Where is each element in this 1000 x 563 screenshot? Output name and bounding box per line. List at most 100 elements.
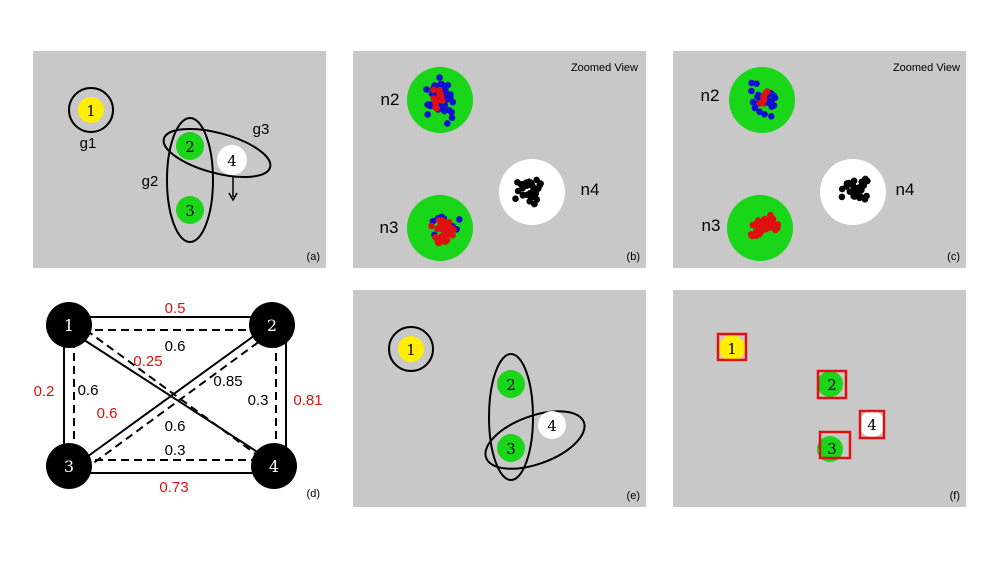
panel-c-label: (c) — [947, 251, 960, 263]
node-1-bounding-box — [716, 332, 748, 362]
weight-1-4-red: 0.25 — [133, 353, 162, 370]
blue-point — [424, 111, 432, 118]
group-g2-label: g2 — [142, 173, 159, 190]
red-point — [747, 231, 755, 238]
panel-e-background — [353, 290, 646, 507]
group-g3-ellipse — [162, 128, 272, 178]
node-4-label: 4 — [547, 417, 557, 435]
weight-1-2-black: 0.6 — [165, 338, 186, 355]
blue-point — [444, 120, 451, 127]
weight-3-4-black: 0.3 — [165, 442, 186, 459]
red-point — [759, 227, 766, 234]
panel-c-background — [673, 51, 966, 268]
node-4 — [859, 411, 885, 437]
red-point — [760, 92, 768, 100]
node-2 — [497, 370, 525, 398]
node-4-bounding-box — [858, 409, 886, 440]
panel-c-title: Zoomed View — [893, 62, 960, 74]
node-2 — [249, 302, 295, 348]
black-point — [514, 179, 521, 186]
node-2-bounding-box — [816, 369, 848, 400]
blue-point — [749, 99, 757, 106]
cluster-n2-label: n2 — [701, 86, 720, 105]
node-3 — [497, 434, 525, 462]
red-point — [433, 104, 441, 112]
node-1 — [719, 335, 745, 361]
node-3-label: 3 — [64, 457, 74, 476]
blue-point — [748, 87, 755, 95]
node-2-label: 2 — [267, 316, 277, 335]
panel-b: Zoomed View n2 n3 n4 (b) — [353, 51, 646, 268]
blue-point — [768, 113, 775, 120]
panel-b-points — [423, 74, 544, 247]
blue-point — [448, 114, 456, 122]
node-3 — [176, 196, 204, 224]
node-2 — [817, 371, 843, 397]
blue-point — [438, 80, 446, 88]
blue-point — [756, 108, 763, 116]
red-point — [772, 226, 779, 234]
weight-2-4-red: 0.81 — [293, 392, 322, 409]
red-point — [444, 223, 452, 231]
blue-point — [456, 216, 463, 223]
cluster-n3-label: n3 — [702, 216, 721, 235]
red-point — [750, 222, 757, 229]
red-point — [430, 86, 437, 94]
group-g1-label: g1 — [80, 135, 97, 152]
black-point — [850, 177, 858, 185]
edge-3-2-solid — [79, 329, 263, 463]
black-point — [523, 191, 531, 199]
node-3 — [46, 443, 92, 489]
node-4-label: 4 — [227, 152, 237, 170]
group-ring — [388, 326, 434, 372]
black-point — [838, 193, 846, 201]
node-3-label: 3 — [827, 440, 837, 458]
black-point — [850, 186, 858, 193]
cluster-n2-label: n2 — [381, 90, 400, 109]
blue-point — [770, 92, 778, 99]
black-point — [532, 189, 539, 196]
node-1-label: 1 — [64, 316, 74, 335]
blue-point — [748, 79, 755, 87]
panel-e-label: (e) — [627, 490, 640, 502]
panel-b-background — [353, 51, 646, 268]
black-point — [512, 195, 519, 202]
node-2-label: 2 — [506, 376, 516, 394]
weight-1-2-red: 0.5 — [165, 300, 186, 317]
black-point — [861, 196, 869, 203]
node-1-label: 1 — [727, 340, 737, 358]
red-point — [763, 88, 771, 95]
panel-a: 1 g1 2 3 4 g2 g3 (a) — [33, 51, 326, 268]
blue-point — [448, 109, 455, 116]
red-point — [754, 217, 762, 224]
node-2-label: 2 — [185, 138, 195, 156]
edge-3-2-dashed — [83, 337, 265, 471]
node-4-label: 4 — [269, 457, 279, 476]
node-1-label: 1 — [406, 341, 416, 359]
black-point — [864, 177, 871, 185]
group-g1-ring — [68, 87, 114, 133]
panel-f: 1 2 3 4 (f) — [673, 290, 966, 507]
panel-d-label: (d) — [307, 488, 320, 500]
blue-point — [424, 101, 431, 108]
node-3-bounding-box — [818, 430, 852, 460]
panel-a-label: (a) — [307, 251, 320, 263]
black-point — [843, 180, 851, 187]
node-1 — [46, 302, 92, 348]
node-3 — [817, 436, 843, 462]
black-point — [527, 179, 535, 187]
black-point — [533, 176, 540, 184]
group-ellipse-vertical — [488, 353, 534, 481]
red-point — [753, 232, 760, 239]
blue-point — [761, 111, 768, 118]
node-1 — [398, 336, 424, 362]
blue-point — [770, 102, 778, 109]
panel-b-label: (b) — [627, 251, 640, 263]
red-point — [449, 231, 456, 239]
blue-point — [751, 104, 759, 112]
panel-e: 1 2 3 4 (e) — [353, 290, 646, 507]
blue-point — [753, 80, 760, 87]
node-1-label: 1 — [86, 102, 96, 120]
blue-point — [447, 91, 454, 98]
